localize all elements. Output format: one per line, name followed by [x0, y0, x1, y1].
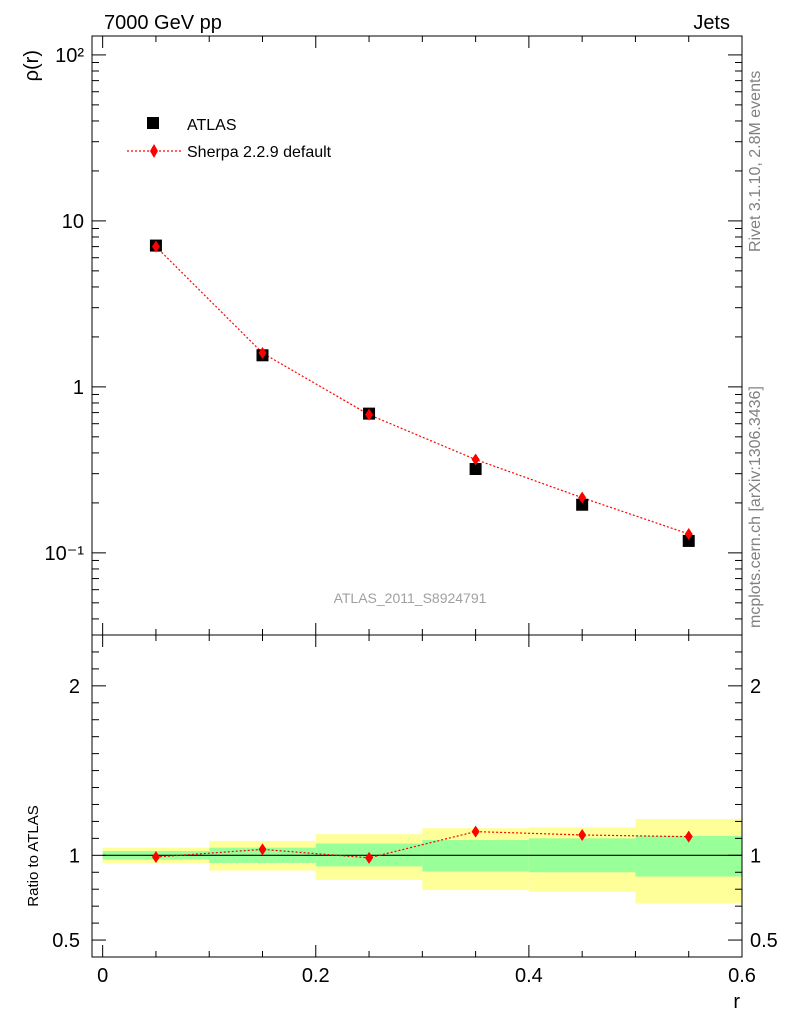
ratio-y-tick-label: 0.5 — [52, 930, 80, 952]
x-tick-label: 0.6 — [728, 965, 756, 987]
ratio-sherpa-line — [155, 830, 689, 859]
legend: ATLAS Sherpa 2.2.9 default — [127, 117, 332, 161]
mcplots-label: mcplots.cern.ch [arXiv:1306.3436] — [747, 386, 764, 628]
ratio-y-tick-label: 2 — [69, 676, 80, 698]
sherpa-point — [471, 453, 480, 466]
legend-sherpa-label: Sherpa 2.2.9 default — [187, 144, 332, 161]
x-tick-label: 0.2 — [302, 965, 330, 987]
sherpa-point — [578, 491, 587, 504]
ratio-sherpa-point — [684, 830, 693, 843]
y-tick-label: 10² — [55, 45, 84, 67]
rivet-label: Rivet 3.1.10, 2.8M events — [747, 71, 764, 252]
x-axis-label: r — [733, 991, 740, 1013]
legend-atlas-label: ATLAS — [187, 117, 237, 134]
main-y-axis-label: ρ(r) — [21, 50, 43, 81]
y-tick-label: 10 — [62, 211, 84, 233]
ratio-y-tick-label-right: 0.5 — [750, 930, 778, 952]
ratio-frame — [91, 634, 743, 958]
ratio-y-tick-label-right: 1 — [750, 845, 761, 867]
atlas-data-point — [576, 498, 589, 511]
process-label: Jets — [693, 12, 730, 34]
y-tick-label: 10⁻¹ — [45, 543, 85, 565]
x-tick-label: 0.4 — [515, 965, 543, 987]
ratio-sherpa-point — [258, 843, 267, 856]
ratio-sherpa-point — [365, 851, 374, 864]
sherpa-point — [684, 527, 693, 540]
ratio-y-axis-label: Ratio to ATLAS — [25, 805, 42, 906]
sherpa-point — [258, 346, 267, 359]
analysis-watermark: ATLAS_2011_S8924791 — [334, 590, 487, 606]
ratio-sherpa-point — [151, 851, 160, 864]
atlas-data-point — [469, 463, 482, 476]
x-tick-label: 0 — [97, 965, 108, 987]
y-tick-label: 1 — [73, 377, 84, 399]
sherpa-point — [151, 240, 160, 253]
legend-atlas-marker — [147, 117, 159, 129]
ratio-y-tick-label: 1 — [69, 845, 80, 867]
legend-sherpa-marker — [150, 144, 158, 158]
ratio-sherpa-point — [471, 825, 480, 838]
energy-label: 7000 GeV pp — [104, 12, 222, 34]
ratio-sherpa-point — [578, 828, 587, 841]
ratio-panel: 0 0.2 0.4 0.6 0.5 0.5 1 1 2 2 Ratio to ATLAS r — [25, 36, 778, 1013]
sherpa-point — [365, 408, 374, 421]
ratio-y-tick-label-right: 2 — [750, 676, 761, 698]
main-panel: ATLAS_2011_S8924791 10⁻¹ 1 10 10² ρ(r) ATLA… — [21, 35, 743, 957]
sherpa-line — [155, 246, 689, 535]
atlas-data-point — [682, 534, 695, 547]
